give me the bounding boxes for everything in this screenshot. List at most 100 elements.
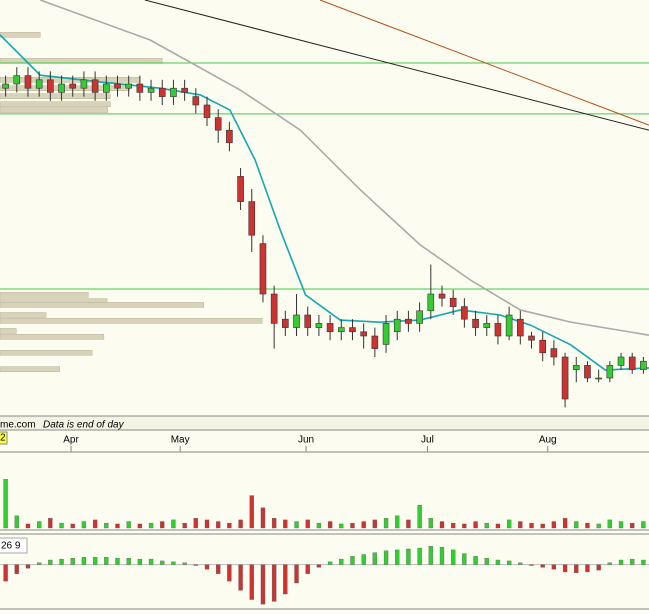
- volume-bar: [3, 479, 8, 529]
- macd-bar: [562, 564, 568, 573]
- macd-bar: [148, 558, 154, 565]
- candle-body: [181, 87, 188, 93]
- macd-bar: [350, 556, 355, 565]
- candle-body: [337, 327, 345, 333]
- volume-bar: [574, 521, 579, 529]
- volume-bar: [126, 521, 131, 529]
- volume-profile-bar: [0, 85, 131, 91]
- candle-body: [405, 318, 412, 324]
- candle-body: [315, 323, 323, 328]
- macd-bar: [473, 556, 478, 565]
- macd-bar: [3, 564, 8, 582]
- candle-body: [147, 87, 155, 93]
- macd-bar: [327, 561, 333, 565]
- macd-bar: [14, 564, 19, 574]
- candle-body: [2, 83, 9, 89]
- volume-bar: [518, 521, 523, 529]
- candle-body: [572, 365, 580, 370]
- volume-bar: [104, 522, 109, 529]
- x-tick-label: May: [171, 435, 190, 446]
- candle-body: [237, 176, 244, 202]
- x-tick-label: Apr: [63, 435, 79, 446]
- volume-profile-bar: [0, 350, 93, 356]
- macd-bar: [361, 554, 366, 565]
- macd-bar: [518, 562, 523, 565]
- label-box: [0, 537, 28, 554]
- note: Data is end of day: [43, 420, 125, 431]
- macd-bar: [585, 564, 590, 573]
- macd-bar: [506, 560, 512, 565]
- candle-body: [270, 293, 278, 324]
- volume-bar: [529, 522, 534, 529]
- candle-body: [528, 335, 535, 341]
- macd-bar: [305, 564, 310, 574]
- candle-body: [438, 293, 446, 299]
- candle-body: [125, 83, 132, 89]
- macd-bar: [529, 564, 534, 566]
- volume-bar: [37, 521, 42, 529]
- candle-body: [47, 79, 54, 93]
- volume-profile-bar: [0, 101, 111, 107]
- volume-bar: [462, 523, 467, 529]
- macd-bar: [271, 564, 277, 602]
- candle-body: [539, 339, 546, 354]
- candle-body: [259, 243, 267, 295]
- volume-bar: [630, 522, 635, 529]
- x-tick-label: Aug: [539, 435, 557, 446]
- volume-profile-bar: [0, 302, 205, 308]
- macd-bar: [182, 562, 187, 565]
- overlay-line: [319, 0, 649, 126]
- candle-body: [282, 318, 289, 328]
- candle-body: [248, 201, 256, 236]
- macd-bar: [607, 562, 612, 565]
- macd-bar: [171, 561, 176, 565]
- candle-body: [584, 365, 591, 379]
- volume-bar: [406, 519, 411, 529]
- volume-bar: [618, 521, 624, 529]
- macd-bar: [294, 564, 299, 584]
- overlay-line: [144, 0, 649, 131]
- volume-bar: [451, 522, 456, 529]
- volume-profile-bar: [0, 107, 108, 113]
- volume-bar: [428, 518, 433, 529]
- volume-bar: [417, 505, 422, 529]
- macd-bar: [216, 564, 221, 574]
- candle-body: [505, 314, 513, 337]
- candle-body: [114, 83, 121, 89]
- candle-body: [69, 83, 77, 89]
- macd-bar: [193, 564, 198, 566]
- macd-bar: [484, 558, 489, 565]
- volume-profile-bar: [0, 312, 47, 318]
- volume-bar: [193, 518, 198, 529]
- candle-body: [349, 327, 356, 333]
- volume-bar: [137, 523, 143, 529]
- volume-bar: [148, 522, 154, 529]
- macd-bar: [238, 564, 243, 591]
- macd-bar: [439, 546, 445, 565]
- macd-bar: [406, 548, 411, 565]
- volume-profile-bar: [0, 292, 89, 298]
- badge: 2: [0, 433, 6, 444]
- overlay-line: [0, 34, 649, 371]
- macd-bar: [70, 558, 75, 565]
- candle-body: [628, 356, 636, 370]
- candle-body: [214, 117, 222, 131]
- macd-bar: [495, 559, 501, 565]
- macd-bar: [126, 558, 131, 565]
- macd-bar: [115, 558, 120, 565]
- candle-body: [91, 79, 99, 93]
- candle-body: [13, 75, 21, 85]
- candle-body: [192, 96, 200, 106]
- candle-body: [80, 79, 88, 89]
- price-panel: [0, 0, 649, 408]
- volume-bar: [14, 515, 19, 529]
- candle-body: [472, 318, 479, 328]
- volume-profile-bar: [0, 93, 111, 99]
- candle-body: [170, 87, 177, 97]
- candle-body: [550, 348, 558, 358]
- macd-bar: [81, 557, 87, 565]
- candle-body: [494, 323, 502, 337]
- volume-bar: [70, 523, 75, 529]
- volume-bar: [585, 522, 590, 529]
